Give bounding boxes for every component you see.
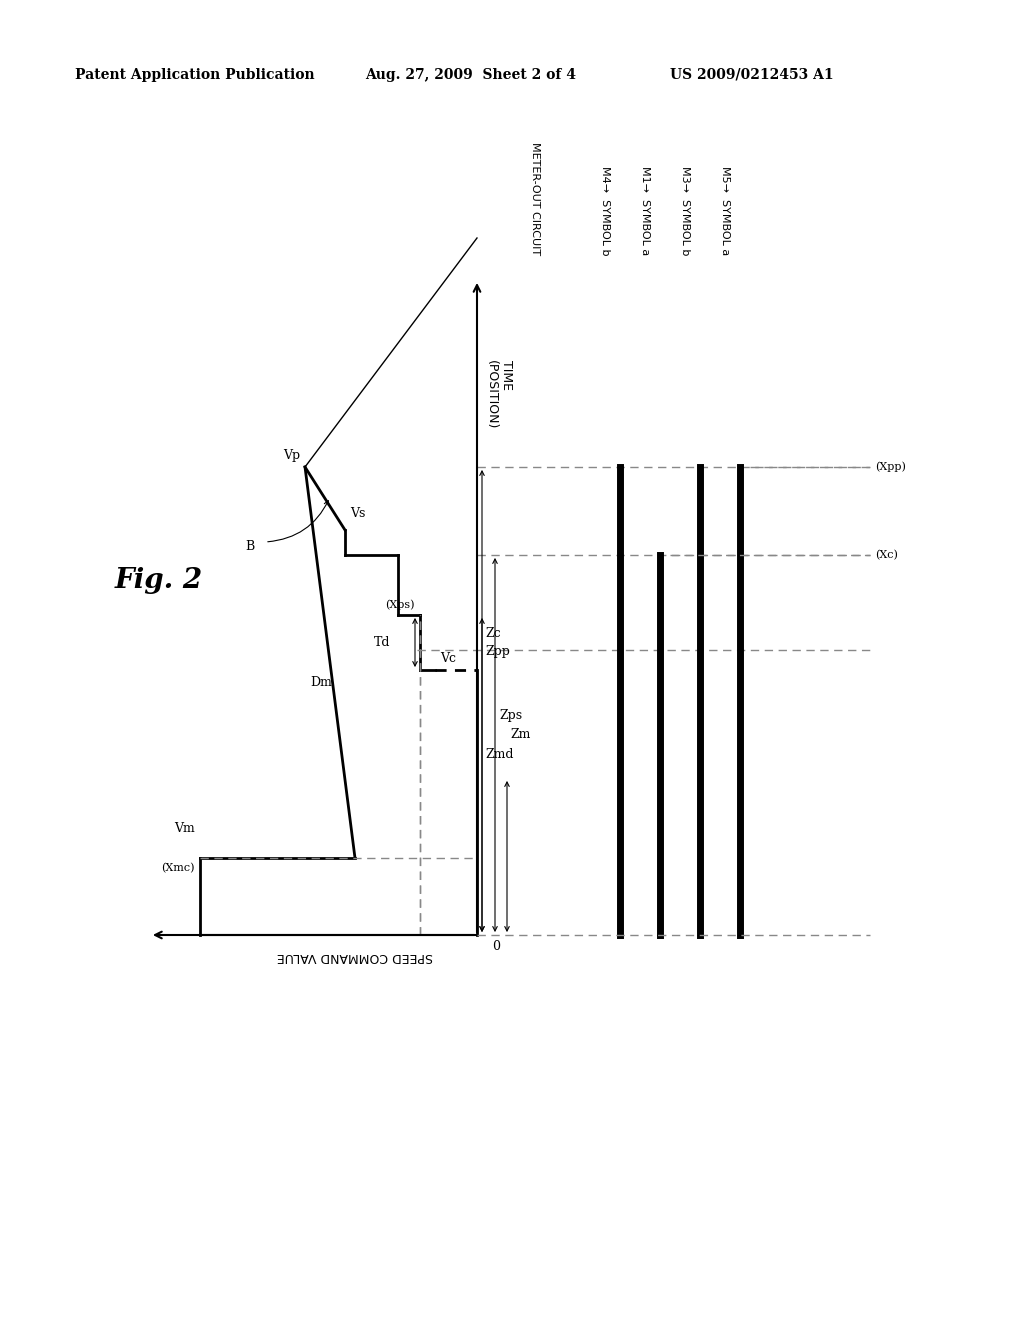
Text: TIME
(POSITION): TIME (POSITION) xyxy=(485,360,513,429)
Text: 0: 0 xyxy=(492,940,500,953)
Text: M1→  SYMBOL a: M1→ SYMBOL a xyxy=(640,166,650,255)
Text: Vc: Vc xyxy=(440,652,456,665)
Text: (Xps): (Xps) xyxy=(385,599,415,610)
Text: Aug. 27, 2009  Sheet 2 of 4: Aug. 27, 2009 Sheet 2 of 4 xyxy=(365,69,575,82)
Text: US 2009/0212453 A1: US 2009/0212453 A1 xyxy=(670,69,834,82)
Text: Zmd: Zmd xyxy=(485,748,513,762)
Text: Patent Application Publication: Patent Application Publication xyxy=(75,69,314,82)
Text: Zps: Zps xyxy=(499,709,522,722)
Text: SPEED COMMAND VALUE: SPEED COMMAND VALUE xyxy=(276,950,433,964)
Text: Vs: Vs xyxy=(350,507,366,520)
Text: (Xmc): (Xmc) xyxy=(162,863,195,874)
Text: METER-OUT CIRCUIT: METER-OUT CIRCUIT xyxy=(530,141,540,255)
Text: Dm: Dm xyxy=(310,676,332,689)
Text: Zc: Zc xyxy=(485,627,501,640)
Text: Td: Td xyxy=(374,636,390,649)
Text: M5→  SYMBOL a: M5→ SYMBOL a xyxy=(720,166,730,255)
Text: Zm: Zm xyxy=(510,729,530,742)
Text: B: B xyxy=(246,540,255,553)
Text: Vm: Vm xyxy=(174,821,195,834)
Text: Zpp: Zpp xyxy=(485,644,510,657)
Text: (Xpp): (Xpp) xyxy=(874,462,906,473)
Text: M3→  SYMBOL b: M3→ SYMBOL b xyxy=(680,165,690,255)
Text: M4→  SYMBOL b: M4→ SYMBOL b xyxy=(600,165,610,255)
Text: (Xc): (Xc) xyxy=(874,550,898,560)
Text: Fig. 2: Fig. 2 xyxy=(115,566,203,594)
Text: Vp: Vp xyxy=(283,449,300,462)
